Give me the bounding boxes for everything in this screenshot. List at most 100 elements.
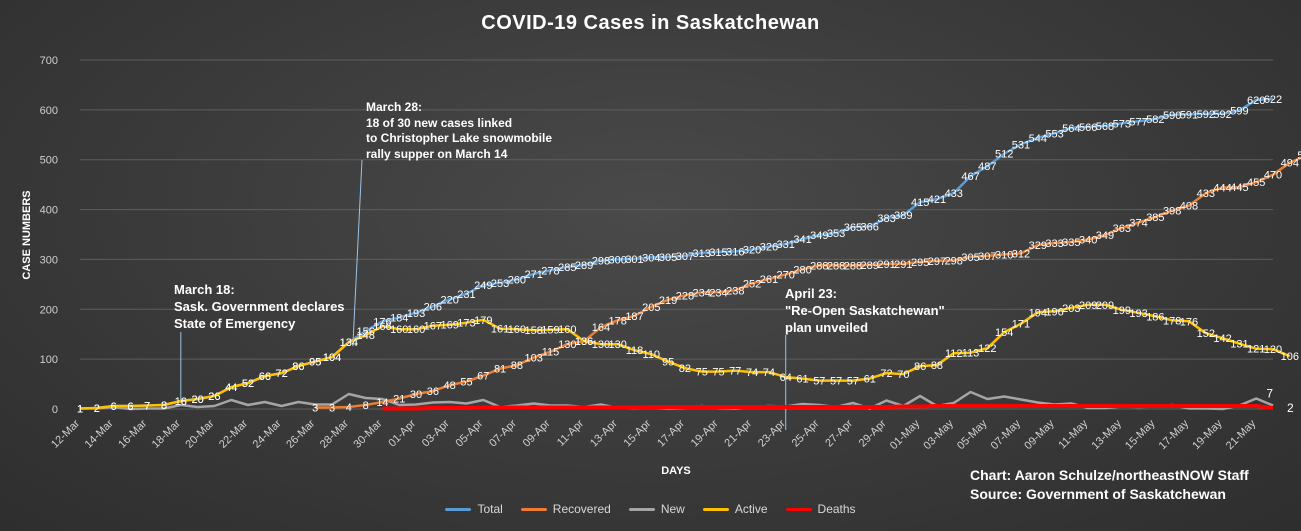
data-label: 159 — [541, 325, 559, 337]
y-tick-label: 500 — [40, 155, 58, 167]
annotation-line: March 18: — [174, 282, 235, 297]
data-label: 467 — [961, 171, 979, 183]
data-label: 66 — [259, 371, 271, 383]
data-label: 176 — [373, 316, 391, 328]
data-label: 86 — [914, 361, 926, 373]
data-label: 1 — [77, 404, 83, 416]
data-label: 160 — [558, 324, 576, 336]
data-label: 415 — [911, 197, 929, 209]
data-label: 75 — [712, 367, 724, 379]
data-label: 622 — [1264, 94, 1282, 106]
data-label: 389 — [894, 210, 912, 222]
data-label: 112 — [945, 348, 963, 360]
data-label: 310 — [995, 249, 1013, 261]
annotation-line: April 23: — [785, 286, 838, 301]
data-label: 113 — [962, 348, 980, 360]
data-label: 142 — [1213, 333, 1231, 345]
data-label: 178 — [1163, 315, 1181, 327]
data-label: 271 — [524, 269, 542, 281]
x-tick-label: 09-Apr — [521, 417, 553, 449]
data-label: 209 — [1096, 300, 1114, 312]
x-tick-label: 28-Mar — [318, 417, 351, 450]
y-tick-label: 0 — [52, 404, 58, 416]
data-label: 307 — [978, 251, 996, 263]
data-label: 470 — [1264, 170, 1282, 182]
legend-label: New — [660, 502, 685, 516]
data-label: 120 — [1264, 344, 1282, 356]
x-tick-label: 19-May — [1190, 417, 1225, 452]
data-label: 304 — [642, 252, 660, 264]
x-tick-label: 23-Apr — [756, 417, 788, 449]
data-label: 160 — [407, 324, 425, 336]
data-label: 103 — [524, 353, 542, 365]
data-label: 444 — [1213, 183, 1231, 195]
data-label: 278 — [541, 265, 559, 277]
x-tick-label: 01-Apr — [386, 417, 418, 449]
x-tick-label: 05-May — [955, 417, 990, 452]
x-tick-label: 07-Apr — [487, 417, 519, 449]
data-label: 564 — [1062, 123, 1080, 135]
data-label: 52 — [242, 378, 254, 390]
data-label: 16 — [175, 396, 187, 408]
data-label: 187 — [625, 311, 643, 323]
data-label: 219 — [659, 295, 677, 307]
x-tick-label: 14-Mar — [83, 417, 116, 450]
data-label: 3 — [329, 403, 335, 415]
data-label: 106 — [1281, 351, 1299, 363]
x-tick-label: 11-Apr — [555, 417, 586, 448]
y-tick-label: 200 — [40, 304, 58, 316]
x-tick-label: 26-Mar — [284, 417, 317, 450]
data-label: 261 — [760, 274, 778, 286]
data-label: 158 — [524, 325, 542, 337]
x-tick-label: 22-Mar — [217, 417, 250, 450]
data-label: 289 — [575, 260, 593, 272]
x-tick-label: 05-Apr — [454, 417, 486, 449]
data-label: 72 — [880, 368, 892, 380]
data-label: 349 — [810, 230, 828, 242]
data-label: 531 — [1012, 139, 1030, 151]
data-label: 315 — [709, 247, 727, 259]
data-label: 313 — [693, 248, 711, 260]
y-tick-label: 300 — [40, 254, 58, 266]
data-label: 21 — [393, 394, 405, 406]
data-label: 383 — [877, 213, 895, 225]
legend-swatch — [628, 507, 655, 511]
data-label: 193 — [407, 308, 425, 320]
data-label: 164 — [592, 322, 610, 334]
data-label: 385 — [1146, 212, 1164, 224]
data-label: 173 — [457, 318, 475, 330]
data-label: 131 — [1230, 339, 1248, 351]
data-label: 7 — [144, 401, 150, 413]
x-tick-label: 03-Apr — [420, 417, 452, 449]
data-label: 154 — [995, 327, 1013, 339]
data-label: 289 — [861, 260, 879, 272]
data-label: 57 — [813, 376, 825, 388]
data-label: 193 — [1129, 308, 1147, 320]
data-label: 421 — [928, 194, 946, 206]
data-label: 592 — [1197, 109, 1215, 121]
data-label: 231 — [457, 289, 475, 301]
data-label: 366 — [861, 222, 879, 234]
data-label: 152 — [1197, 328, 1215, 340]
annotation-line: State of Emergency — [174, 315, 296, 331]
data-label: 238 — [726, 285, 744, 297]
data-label: 209 — [1079, 300, 1097, 312]
data-label: 620 — [1247, 95, 1265, 107]
data-label: 228 — [676, 290, 694, 302]
data-label: 408 — [1180, 201, 1198, 213]
data-label: 81 — [494, 364, 506, 376]
data-label: 288 — [827, 260, 845, 272]
data-label: 8 — [161, 400, 167, 412]
x-tick-label: 25-Apr — [790, 417, 822, 449]
data-label: 167 — [424, 321, 442, 333]
data-label: 582 — [1146, 114, 1164, 126]
data-label: 95 — [309, 357, 321, 369]
data-label: 110 — [643, 349, 661, 361]
data-label: 136 — [575, 336, 593, 348]
data-label: 166 — [373, 321, 391, 333]
data-label: 270 — [777, 269, 795, 281]
legend-label: Recovered — [552, 502, 611, 516]
annotation-march-18: March 18: Sask. Government declares Stat… — [174, 282, 345, 333]
y-axis-label: CASE NUMBERS — [21, 190, 33, 279]
